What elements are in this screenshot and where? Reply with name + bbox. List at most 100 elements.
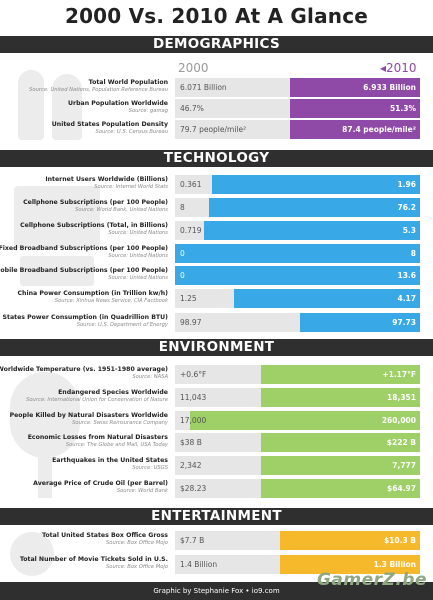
bar-2010 (175, 244, 420, 263)
stat-source: Source: World Bank (116, 488, 168, 494)
stat-title: Total Number of Movie Tickets Sold in U.… (19, 556, 168, 563)
stat-label: Urban Population Worldwide Source: gamag (68, 100, 168, 115)
stat-label: Worldwide Temperature (vs. 1951-1980 ave… (0, 366, 168, 381)
computer-silhouette-icon (20, 256, 94, 286)
value-2010: 6.933 Billion (363, 83, 416, 92)
stat-source: Source: United Nations (108, 275, 168, 281)
bar-2010 (190, 411, 420, 430)
stat-label: Average Price of Crude Oil (per Barrel) S… (33, 480, 168, 495)
stat-row: Urban Population Worldwide Source: gamag 4… (0, 99, 433, 118)
bar-2010 (204, 221, 420, 240)
bar-2010 (280, 531, 420, 550)
bar-2010 (290, 78, 420, 97)
value-2000: 46.7% (180, 104, 204, 113)
stat-row: United States Population Density Source: … (0, 120, 433, 139)
computer-silhouette-icon (14, 186, 100, 248)
stat-row: People Killed by Natural Disasters World… (0, 411, 433, 430)
bar-2010 (212, 175, 420, 194)
value-2000: 79.7 people/mile² (180, 125, 247, 134)
bar-2010 (175, 266, 420, 285)
tree-silhouette-icon (38, 450, 52, 498)
value-2010: 8 (410, 249, 416, 258)
value-2000: $38 B (180, 438, 202, 447)
bar-2010 (290, 99, 420, 118)
stat-title: Economic Losses from Natural Disasters (27, 434, 168, 441)
value-2010: +1.17°F (382, 370, 416, 379)
stat-title: Fixed Broadband Subscriptions (per 100 P… (0, 245, 168, 252)
section-header-entertainment: ENTERTAINMENT (0, 508, 433, 525)
stat-label: Total World Population Source: United Nat… (29, 79, 168, 94)
section-header-technology: TECHNOLOGY (0, 150, 433, 167)
stat-label: Cellphone Subscriptions (per 100 People)… (23, 199, 168, 214)
stat-row: Economic Losses from Natural Disasters So… (0, 433, 433, 452)
section-header-demographics: DEMOGRAPHICS (0, 36, 433, 53)
value-2000: 0.719 (180, 226, 202, 235)
value-2000: 0 (180, 271, 185, 280)
bar-2010 (261, 433, 420, 452)
value-2010: $64.97 (387, 484, 416, 493)
stat-title: United States Power Consumption (in Quad… (0, 314, 168, 321)
stat-title: Cellphone Subscriptions (Total, in Billi… (20, 222, 168, 229)
stat-source: Source: Internet World Stats (94, 184, 168, 190)
people-silhouette-icon (18, 70, 44, 140)
tree-silhouette-icon (10, 372, 80, 458)
stat-title: Earthquakes in the United States (52, 457, 168, 464)
stat-source: Source: International Union for Conserva… (26, 397, 168, 403)
stat-row: Total World Population Source: United Nat… (0, 78, 433, 97)
stat-row: China Power Consumption (in Trillion kw/… (0, 289, 433, 308)
value-2000: $28.23 (180, 484, 207, 493)
value-2010: 51.3% (389, 104, 416, 113)
stat-title: Total World Population (88, 79, 168, 86)
bar-2010 (209, 198, 420, 217)
bar-2010 (261, 388, 420, 407)
value-2000: 0.361 (180, 180, 202, 189)
stat-row: Endangered Species Worldwide Source: Inte… (0, 388, 433, 407)
value-2010: 1.96 (397, 180, 416, 189)
footer-credit: Graphic by Stephanie Fox • io9.com (0, 582, 433, 600)
value-2000: 0 (180, 249, 185, 258)
value-2010: 7,777 (392, 461, 416, 470)
stat-title: Internet Users Worldwide (Billions) (45, 176, 168, 183)
year-2010-label: ◂2010 (380, 61, 417, 75)
bar-2010 (234, 289, 420, 308)
watermark-logo: GamerZ.be (316, 570, 427, 590)
arrow-left-icon: ◂ (380, 61, 387, 75)
stat-row: Cellphone Subscriptions (Total, in Billi… (0, 221, 433, 240)
film-silhouette-icon (10, 532, 54, 576)
stat-row: Worldwide Temperature (vs. 1951-1980 ave… (0, 365, 433, 384)
value-2000: $7.7 B (180, 536, 205, 545)
year-2000-label: 2000 (178, 61, 209, 75)
stat-source: Source: U.S. Census Bureau (95, 129, 168, 135)
stat-row: Internet Users Worldwide (Billions) Sourc… (0, 175, 433, 194)
stat-label: People Killed by Natural Disasters World… (10, 412, 168, 427)
bar-2010 (261, 365, 420, 384)
stat-source: Source: gamag (128, 108, 168, 114)
value-2010: 5.3 (402, 226, 416, 235)
stat-title: People Killed by Natural Disasters World… (9, 412, 168, 419)
stat-label: Cellphone Subscriptions (Total, in Billi… (20, 222, 168, 237)
stat-label: United States Power Consumption (in Quad… (0, 314, 168, 329)
stat-source: Source: Box Office Mojo (105, 564, 168, 570)
stat-row: Cellphone Subscriptions (per 100 People)… (0, 198, 433, 217)
value-2010: $222 B (386, 438, 416, 447)
stat-title: Mobile Broadband Subscriptions (per 100 … (0, 267, 168, 274)
people-silhouette-icon (52, 74, 82, 140)
stat-label: Total Number of Movie Tickets Sold in U.… (20, 556, 168, 571)
stat-label: Internet Users Worldwide (Billions) Sourc… (45, 176, 168, 191)
stat-label: United States Population Density Source: … (52, 121, 168, 136)
stat-source: Source: USGS (132, 465, 168, 471)
stat-title: Cellphone Subscriptions (per 100 People) (23, 199, 168, 206)
stat-label: Endangered Species Worldwide Source: Inte… (26, 389, 168, 404)
stat-title: China Power Consumption (in Trillion kw/… (17, 290, 168, 297)
value-2000: 8 (180, 203, 185, 212)
bar-2010 (261, 479, 420, 498)
value-2010: $10.3 B (383, 536, 416, 545)
stat-source: Source: United Nations (108, 230, 168, 236)
value-2000: 11,043 (180, 393, 207, 402)
stat-row: Total Number of Movie Tickets Sold in U.… (0, 555, 433, 574)
stat-row: Mobile Broadband Subscriptions (per 100 … (0, 266, 433, 285)
value-2000: 1.25 (180, 294, 197, 303)
stat-source: Source: United Nations (108, 253, 168, 259)
value-2010: 1.3 Billion (373, 560, 416, 569)
